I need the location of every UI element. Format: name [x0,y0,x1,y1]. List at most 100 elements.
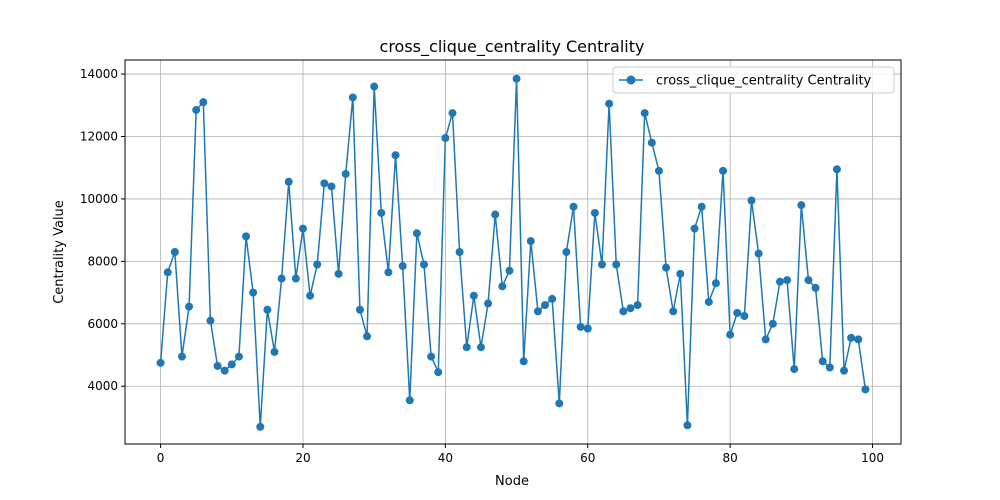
data-point-node-25 [334,269,343,278]
data-point-node-76 [697,202,706,211]
data-point-node-55 [548,294,557,303]
data-point-node-81 [733,308,742,317]
data-point-node-24 [327,182,336,191]
data-point-node-94 [825,363,834,372]
chart-title: cross_clique_centrality Centrality [380,37,645,57]
data-point-node-20 [298,224,307,233]
data-point-node-4 [185,302,194,311]
data-point-node-18 [284,177,293,186]
data-point-node-73 [676,269,685,278]
data-point-node-72 [669,307,678,316]
data-point-node-36 [412,229,421,238]
x-tick-label: 40 [438,451,453,465]
data-point-node-40 [441,134,450,143]
data-point-node-2 [170,248,179,256]
data-point-node-11 [234,352,243,361]
data-point-node-86 [768,319,777,328]
data-point-node-95 [832,165,841,174]
data-point-node-12 [242,232,251,241]
data-point-node-78 [711,279,720,288]
data-point-node-61 [590,208,599,217]
data-point-node-33 [391,151,400,160]
data-point-node-63 [605,99,614,108]
data-point-node-23 [320,179,329,188]
data-point-node-97 [847,333,856,342]
data-point-node-82 [740,312,749,320]
data-point-node-96 [840,366,849,375]
data-point-node-67 [633,301,642,310]
data-point-node-65 [619,307,628,316]
data-point-node-39 [434,368,443,377]
data-point-node-85 [761,335,770,344]
data-point-node-38 [427,352,436,361]
data-point-node-16 [270,347,279,356]
data-point-node-49 [505,266,514,275]
data-point-node-80 [726,330,735,339]
data-point-node-46 [484,299,493,308]
x-tick-label: 100 [861,451,884,465]
data-point-node-69 [647,138,656,147]
data-point-node-30 [370,82,379,91]
data-point-node-44 [469,291,478,300]
y-tick-label: 12000 [80,129,118,143]
data-point-node-42 [455,248,464,256]
data-point-node-58 [569,202,578,211]
data-point-node-22 [313,260,322,269]
data-point-node-62 [597,260,606,269]
data-point-node-8 [213,361,222,370]
data-point-node-7 [206,316,215,325]
data-point-node-54 [541,301,550,310]
data-point-node-37 [420,260,429,269]
plot-frame [124,59,902,445]
x-tick-label: 0 [157,451,165,465]
data-point-node-10 [227,360,236,369]
x-axis-ticks: 0 20 40 60 80 100 [157,444,884,465]
data-point-node-79 [719,166,728,175]
data-point-node-98 [854,335,863,344]
data-point-node-34 [398,262,407,271]
data-point-node-59 [576,322,585,331]
data-point-node-5 [192,105,201,114]
data-point-node-83 [747,196,756,205]
x-tick-label: 20 [295,451,310,465]
data-point-node-92 [811,283,820,292]
data-point-node-3 [177,352,186,361]
data-point-node-1 [163,268,172,277]
data-point-node-87 [775,277,784,286]
data-point-node-64 [612,260,621,269]
data-point-node-53 [533,307,542,316]
legend: cross_clique_centrality Centrality [612,66,895,94]
series-line [159,77,867,428]
data-point-node-17 [277,274,286,283]
x-tick-label: 80 [722,451,737,465]
y-tick-label: 8000 [87,254,118,268]
data-point-node-50 [512,74,521,83]
data-point-node-31 [377,208,386,217]
x-tick-label: 60 [580,451,595,465]
data-point-node-43 [462,343,471,352]
data-point-node-74 [683,421,692,430]
data-point-node-41 [448,109,457,118]
data-point-node-70 [654,166,663,175]
data-point-node-13 [249,288,258,297]
data-point-node-9 [220,366,229,375]
data-point-node-88 [783,276,792,285]
legend-box [612,66,895,94]
data-point-node-90 [797,201,806,210]
data-point-node-14 [256,422,265,431]
y-axis-label: Centrality Value [52,200,67,304]
data-point-node-47 [491,210,500,219]
data-point-node-29 [363,332,372,341]
data-point-node-28 [355,305,364,314]
data-point-node-45 [476,343,485,352]
data-point-node-52 [526,237,535,246]
data-point-node-6 [199,98,208,107]
data-point-node-84 [754,249,763,258]
legend-entry-label: cross_clique_centrality Centrality [656,74,872,89]
data-point-node-57 [562,248,571,256]
data-point-node-27 [348,93,357,102]
data-point-node-77 [704,297,713,306]
series-layer [156,74,870,431]
data-point-node-26 [341,169,350,178]
